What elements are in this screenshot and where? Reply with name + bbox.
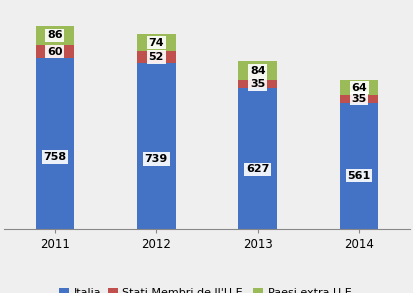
Bar [238, 61, 276, 80]
Text: 561: 561 [347, 171, 370, 181]
Bar [339, 81, 377, 95]
Text: 84: 84 [249, 66, 265, 76]
Text: 52: 52 [148, 52, 164, 62]
Text: 64: 64 [350, 83, 366, 93]
Legend: Italia, Stati Membri de ll'U.E., Paesi extra U.E.: Italia, Stati Membri de ll'U.E., Paesi e… [55, 283, 358, 293]
Text: 758: 758 [43, 152, 66, 162]
Bar [339, 95, 377, 103]
Text: 35: 35 [351, 94, 366, 104]
Bar [137, 51, 175, 63]
Text: 627: 627 [245, 164, 269, 174]
Bar [137, 35, 175, 51]
Text: 739: 739 [144, 154, 168, 164]
Text: 74: 74 [148, 38, 164, 48]
Text: 60: 60 [47, 47, 62, 57]
Bar [36, 59, 74, 229]
Bar [36, 45, 74, 59]
Bar [339, 103, 377, 229]
Bar [137, 63, 175, 229]
Text: 86: 86 [47, 30, 62, 40]
Text: 35: 35 [249, 79, 265, 89]
Bar [36, 26, 74, 45]
Bar [238, 88, 276, 229]
Bar [238, 80, 276, 88]
